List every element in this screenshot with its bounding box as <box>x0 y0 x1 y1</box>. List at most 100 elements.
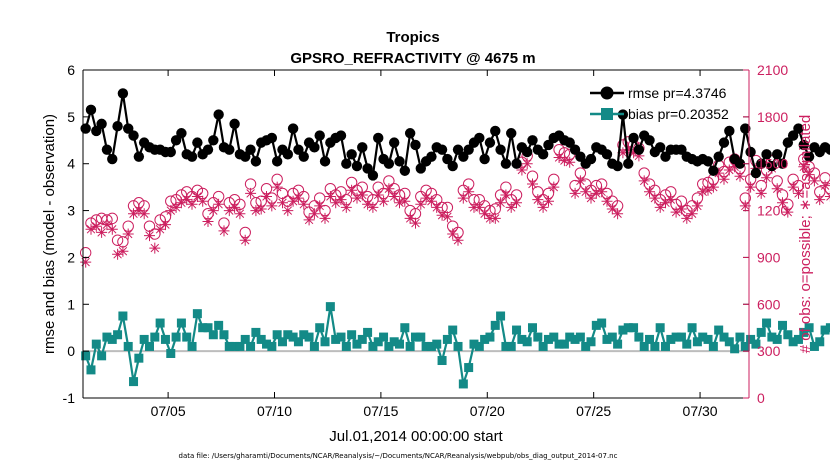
bias-point <box>188 342 197 351</box>
assimilated-obs-point <box>580 186 591 197</box>
assimilated-obs-point <box>415 199 426 210</box>
bias-point <box>496 312 505 321</box>
assimilated-obs-point <box>176 197 187 208</box>
rmse-point <box>352 161 362 171</box>
rmse-point <box>506 128 516 138</box>
y2-tick-label: 300 <box>757 343 781 359</box>
bias-point <box>634 333 643 342</box>
rmse-point <box>267 133 277 143</box>
x-tick-label: 07/30 <box>683 403 718 419</box>
bias-point <box>682 340 691 349</box>
bias-point <box>650 342 659 351</box>
rmse-point <box>394 156 404 166</box>
assimilated-obs-point <box>719 174 730 185</box>
assimilated-obs-point <box>671 207 682 218</box>
assimilated-obs-point <box>373 190 384 201</box>
y2-tick-label: 600 <box>757 296 781 312</box>
bias-point <box>406 342 415 351</box>
bias-point <box>219 330 228 339</box>
bias-point <box>166 349 175 358</box>
assimilated-obs-point <box>442 211 453 222</box>
assimilated-obs-point <box>96 227 107 238</box>
assimilated-obs-point <box>761 172 772 183</box>
y2-tick-label: 2100 <box>757 62 788 78</box>
assimilated-obs-point <box>341 202 352 213</box>
assimilated-obs-point <box>256 204 267 215</box>
bias-point <box>762 319 771 328</box>
assimilated-obs-point <box>378 196 389 207</box>
rmse-point <box>107 154 117 164</box>
assimilated-obs-point <box>639 175 650 186</box>
assimilated-obs-point <box>383 183 394 194</box>
bias-point <box>587 337 596 346</box>
assimilated-obs-point <box>160 219 171 230</box>
rmse-point <box>192 137 202 147</box>
assimilated-obs-point <box>293 193 304 204</box>
rmse-point <box>341 159 351 169</box>
y2-tick-label: 1500 <box>757 156 788 172</box>
assimilated-obs-point <box>399 196 410 207</box>
assimilated-obs-point <box>548 182 559 193</box>
rmse-point <box>703 156 713 166</box>
rmse-point <box>405 128 415 138</box>
assimilated-obs-point <box>463 186 474 197</box>
assimilated-obs-point <box>724 165 735 176</box>
assimilated-obs-point <box>245 188 256 199</box>
rmse-point <box>745 147 755 157</box>
bias-point <box>214 321 223 330</box>
assimilated-obs-point <box>123 229 134 240</box>
rmse-point <box>96 119 106 129</box>
y-axis-label: rmse and bias (model - observation) <box>41 114 58 354</box>
bias-point <box>363 328 372 337</box>
assimilated-obs-point <box>224 205 235 216</box>
bias-point <box>815 337 824 346</box>
assimilated-obs-point <box>543 196 554 207</box>
rmse-point <box>448 161 458 171</box>
assimilated-obs-point <box>735 171 746 182</box>
assimilated-obs-point <box>298 199 309 210</box>
assimilated-obs-point <box>213 199 224 210</box>
assimilated-obs-point <box>644 186 655 197</box>
assimilated-obs-point <box>288 196 299 207</box>
bias-point <box>656 323 665 332</box>
y-tick-label: 4 <box>67 156 75 172</box>
assimilated-obs-point <box>389 191 400 202</box>
rmse-point <box>245 144 255 154</box>
bias-point <box>576 333 585 342</box>
bias-point <box>156 319 165 328</box>
rmse-point <box>522 147 532 157</box>
bias-point <box>416 333 425 342</box>
bias-point <box>267 342 276 351</box>
y-tick-label: 5 <box>67 109 75 125</box>
rmse-point <box>527 135 537 145</box>
bias-point <box>209 330 218 339</box>
x-tick-label: 07/05 <box>151 403 186 419</box>
x-tick-label: 07/20 <box>470 403 505 419</box>
y-tick-label: 2 <box>67 249 75 265</box>
x-tick-label: 07/15 <box>363 403 398 419</box>
rmse-point <box>538 149 548 159</box>
assimilated-obs-point <box>570 188 581 199</box>
assimilated-obs-point <box>660 197 671 208</box>
assimilated-obs-point <box>602 196 613 207</box>
y-tick-label: 6 <box>67 62 75 78</box>
legend-marker-rmse <box>601 87 614 100</box>
y2-tick-label: 1200 <box>757 203 788 219</box>
bias-point <box>305 333 314 342</box>
footnote: data file: /Users/gharamti/Documents/NCA… <box>179 452 618 460</box>
assimilated-obs-point <box>320 213 331 224</box>
x-tick-label: 07/10 <box>257 403 292 419</box>
assimilated-obs-point <box>234 208 245 219</box>
bias-point <box>182 333 191 342</box>
assimilated-obs-point <box>261 191 272 202</box>
bias-point <box>161 335 170 344</box>
assimilated-obs-point <box>538 202 549 213</box>
y2-tick-label: 1800 <box>757 109 788 125</box>
assimilated-obs-point <box>128 208 139 219</box>
bias-point <box>246 342 255 351</box>
rmse-point <box>315 130 325 140</box>
rmse-point <box>224 144 234 154</box>
rmse-point <box>713 151 723 161</box>
rmse-point <box>384 159 394 169</box>
rmse-point <box>724 126 734 136</box>
